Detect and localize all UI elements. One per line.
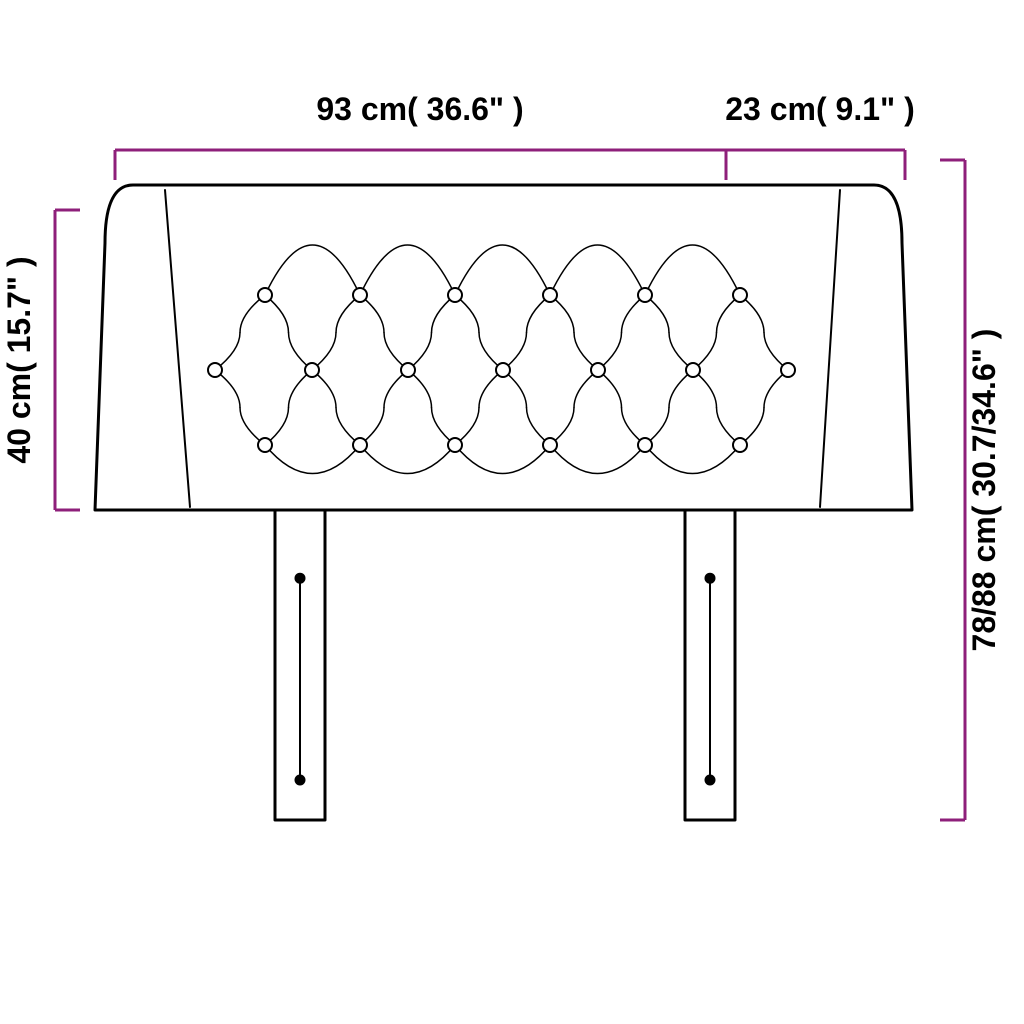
button-r2-c1 [353, 438, 367, 452]
button-r1-c5 [686, 363, 700, 377]
button-r1-c2 [401, 363, 415, 377]
leg-1 [685, 510, 735, 820]
button-r0-c3 [543, 288, 557, 302]
button-r2-c3 [543, 438, 557, 452]
headboard-drawing [95, 185, 912, 820]
button-r0-c0 [258, 288, 272, 302]
label-depth: 23 cm( 9.1" ) [725, 91, 914, 127]
left-wing-seam [165, 190, 190, 507]
label-width: 93 cm( 36.6" ) [316, 91, 523, 127]
button-r0-c2 [448, 288, 462, 302]
button-r1-c6 [781, 363, 795, 377]
leg-0 [275, 510, 325, 820]
button-r2-c0 [258, 438, 272, 452]
dimension-lines [55, 150, 965, 820]
button-r1-c0 [208, 363, 222, 377]
right-wing-seam [820, 190, 840, 507]
label-panel-height: 40 cm( 15.7" ) [1, 256, 37, 463]
button-r2-c4 [638, 438, 652, 452]
panel-outline [95, 185, 912, 510]
button-r0-c1 [353, 288, 367, 302]
button-r2-c5 [733, 438, 747, 452]
tufting-buttons [208, 288, 795, 452]
button-r1-c4 [591, 363, 605, 377]
label-total-height: 78/88 cm( 30.7/34.6" ) [966, 329, 1002, 652]
tufting-pleats [215, 245, 788, 474]
button-r0-c4 [638, 288, 652, 302]
button-r1-c1 [305, 363, 319, 377]
button-r1-c3 [496, 363, 510, 377]
button-r0-c5 [733, 288, 747, 302]
button-r2-c2 [448, 438, 462, 452]
